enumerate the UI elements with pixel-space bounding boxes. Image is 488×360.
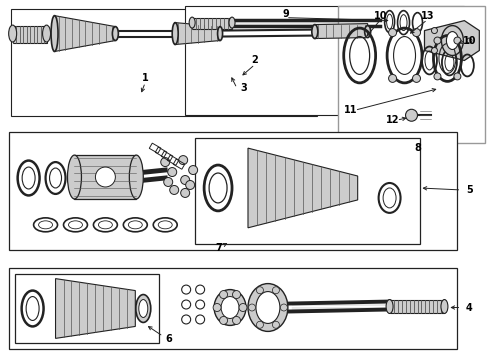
Ellipse shape: [180, 189, 189, 197]
Ellipse shape: [95, 167, 115, 187]
Bar: [13, 26, 46, 42]
Ellipse shape: [214, 289, 245, 325]
Bar: [389, 300, 444, 314]
Bar: [173, 159, 184, 169]
Polygon shape: [175, 23, 220, 45]
Ellipse shape: [221, 297, 239, 319]
Bar: [149, 143, 161, 153]
Ellipse shape: [247, 284, 287, 332]
Text: 13: 13: [420, 11, 433, 21]
Bar: [192, 18, 232, 28]
Ellipse shape: [217, 27, 222, 41]
Polygon shape: [247, 148, 357, 228]
Ellipse shape: [9, 25, 17, 42]
Ellipse shape: [189, 17, 195, 28]
Ellipse shape: [67, 155, 81, 199]
Ellipse shape: [178, 156, 187, 165]
Bar: [74, 155, 136, 199]
Text: 10: 10: [373, 11, 386, 21]
Ellipse shape: [51, 15, 58, 51]
Ellipse shape: [272, 321, 279, 328]
Text: 1: 1: [142, 73, 148, 84]
Polygon shape: [424, 21, 478, 60]
Ellipse shape: [232, 316, 240, 324]
Polygon shape: [56, 279, 135, 338]
Bar: [11, 9, 316, 116]
Ellipse shape: [232, 291, 240, 298]
Ellipse shape: [280, 304, 287, 311]
Ellipse shape: [388, 28, 396, 37]
Text: 9: 9: [282, 9, 289, 19]
Ellipse shape: [440, 300, 447, 314]
Ellipse shape: [441, 26, 463, 55]
Ellipse shape: [219, 316, 227, 324]
Text: 3: 3: [240, 84, 247, 93]
Bar: [195, 138, 419, 244]
Ellipse shape: [248, 304, 255, 311]
Ellipse shape: [466, 38, 471, 43]
Ellipse shape: [185, 180, 194, 189]
Polygon shape: [314, 24, 367, 39]
Ellipse shape: [136, 294, 150, 323]
Bar: [185, 6, 464, 115]
Ellipse shape: [255, 292, 279, 323]
Text: 12: 12: [385, 115, 399, 125]
Ellipse shape: [188, 166, 197, 175]
Text: 5: 5: [465, 185, 472, 195]
Ellipse shape: [163, 177, 172, 186]
Ellipse shape: [139, 300, 147, 318]
Ellipse shape: [453, 73, 460, 80]
Bar: [161, 151, 173, 161]
Ellipse shape: [388, 75, 396, 82]
Ellipse shape: [169, 185, 178, 194]
Ellipse shape: [167, 167, 176, 176]
Ellipse shape: [42, 25, 50, 42]
Ellipse shape: [256, 287, 263, 294]
Bar: [167, 155, 179, 165]
Bar: [9, 132, 456, 250]
Ellipse shape: [129, 155, 143, 199]
Ellipse shape: [364, 26, 370, 37]
Ellipse shape: [412, 75, 420, 82]
Ellipse shape: [433, 37, 440, 44]
Text: 8: 8: [413, 143, 420, 153]
Ellipse shape: [213, 303, 221, 311]
Text: 4: 4: [465, 302, 472, 312]
Ellipse shape: [112, 27, 118, 41]
Ellipse shape: [219, 291, 227, 298]
Ellipse shape: [228, 17, 235, 28]
Bar: [15, 274, 159, 343]
Text: 6: 6: [165, 334, 172, 345]
Ellipse shape: [172, 23, 178, 45]
Text: 11: 11: [343, 105, 357, 115]
Ellipse shape: [430, 28, 437, 33]
Ellipse shape: [405, 109, 417, 121]
Ellipse shape: [446, 32, 457, 50]
Ellipse shape: [311, 24, 317, 39]
Ellipse shape: [180, 176, 189, 184]
Bar: [155, 147, 166, 157]
Text: 10: 10: [462, 36, 475, 46]
Bar: [337, 6, 484, 143]
Text: 2: 2: [251, 55, 258, 66]
Polygon shape: [55, 15, 115, 51]
Ellipse shape: [412, 28, 420, 37]
Bar: [9, 268, 456, 349]
Text: 7: 7: [215, 243, 222, 253]
Ellipse shape: [256, 321, 263, 328]
Ellipse shape: [161, 158, 169, 167]
Ellipse shape: [430, 48, 437, 54]
Ellipse shape: [433, 73, 440, 80]
Ellipse shape: [272, 287, 279, 294]
Ellipse shape: [453, 37, 460, 44]
Ellipse shape: [386, 300, 392, 314]
Ellipse shape: [239, 303, 246, 311]
